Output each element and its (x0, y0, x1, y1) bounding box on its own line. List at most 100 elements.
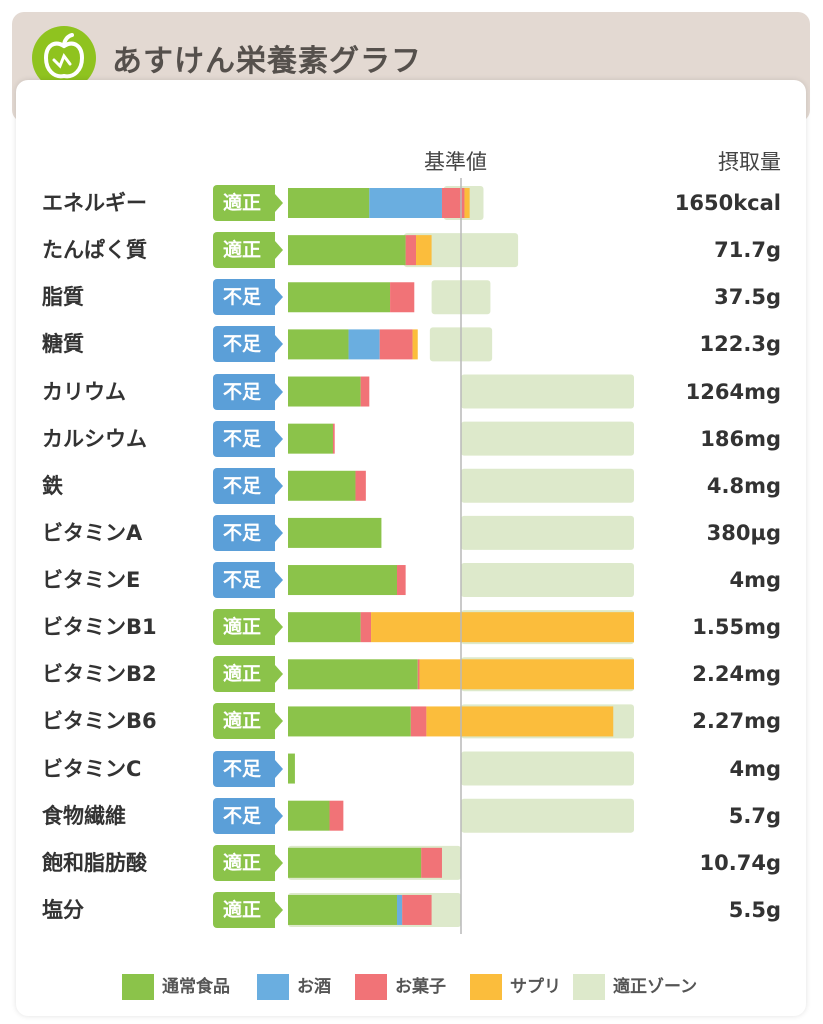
intake-value: 5.5g (728, 897, 781, 922)
zone-bar (461, 468, 634, 503)
intake-value: 4.8mg (706, 473, 781, 498)
bar-segment (288, 329, 349, 360)
status-badge: 不足 (213, 514, 283, 551)
status-badge: 適正 (213, 891, 283, 928)
status-badge: 適正 (213, 232, 283, 269)
bar-segment (288, 706, 411, 737)
intake-value: 1650kcal (674, 191, 781, 215)
status-badge: 適正 (213, 844, 283, 881)
nutrient-label: ビタミンC (42, 756, 142, 781)
bar-segment (464, 188, 470, 218)
legend-label: お菓子 (395, 977, 446, 997)
nutrient-label: ビタミンA (42, 520, 143, 545)
intake-value: 122.3g (699, 332, 781, 357)
badge-arrow (275, 712, 283, 731)
nutrient-label: ビタミンE (42, 568, 141, 593)
badge-arrow (275, 900, 283, 919)
bar-segment (288, 423, 333, 454)
legend-swatch (257, 974, 289, 1000)
bar-segment (419, 659, 634, 690)
zone-bar (461, 421, 634, 456)
nutrient-chart (288, 178, 634, 934)
bar-segment (396, 565, 406, 596)
nutrient-label: ビタミンB2 (42, 662, 157, 687)
status-badge: 不足 (213, 750, 283, 787)
nutrient-label: 飽和脂肪酸 (42, 850, 147, 875)
nutrient-label: 鉄 (42, 473, 63, 498)
status-badge: 不足 (213, 797, 283, 834)
bar-segment (332, 423, 335, 454)
status-badge: 不足 (213, 420, 283, 457)
bar-segment (288, 800, 330, 831)
standard-column-header: 基準値 (424, 150, 487, 174)
status-badge: 不足 (213, 467, 283, 504)
nutrient-label: 脂質 (42, 285, 84, 310)
bar-segment (421, 847, 442, 878)
legend-label: 通常食品 (162, 977, 230, 997)
bar-segment (288, 894, 397, 925)
zone-bar (461, 751, 634, 786)
status-badge: 不足 (213, 562, 283, 599)
intake-value: 5.7g (728, 803, 781, 828)
status-badge: 不足 (213, 279, 283, 316)
badge-arrow (275, 382, 283, 401)
intake-value: 4mg (729, 756, 781, 781)
badge-arrow (275, 429, 283, 448)
bar-segment (288, 612, 361, 643)
bar-segment (288, 753, 295, 784)
bar-segment (441, 188, 465, 218)
badge-arrow (275, 759, 283, 778)
badge-arrow (275, 853, 283, 872)
bar-segment (426, 706, 614, 737)
bar-segment (288, 282, 391, 313)
bar-segment (405, 235, 417, 266)
status-badge: 適正 (213, 703, 283, 740)
intake-value: 71.7g (714, 238, 781, 263)
legend-swatch (355, 974, 387, 1000)
badge-arrow (275, 571, 283, 590)
bar-segment (390, 282, 415, 313)
intake-value: 4mg (729, 568, 781, 593)
bar-segment (416, 235, 432, 266)
nutrient-label: カルシウム (42, 426, 147, 451)
legend-swatch (470, 974, 502, 1000)
bar-segment (379, 329, 413, 360)
zone-bar (461, 563, 634, 598)
intake-value: 1.55mg (692, 615, 781, 640)
status-badge: 適正 (213, 609, 283, 646)
status-badge: 適正 (213, 185, 283, 221)
badge-arrow (275, 241, 283, 260)
status-badge: 不足 (213, 373, 283, 410)
status-badge: 不足 (213, 326, 283, 363)
badge-arrow (275, 618, 283, 637)
bar-segment (348, 329, 380, 360)
status-badge: 適正 (213, 656, 283, 693)
chart-legend: 通常食品 お酒 お菓子 サプリ 適正ゾーン (0, 972, 823, 1002)
bar-segment (288, 376, 361, 407)
intake-value: 37.5g (714, 285, 781, 310)
bar-segment (402, 894, 432, 925)
legend-swatch (573, 974, 605, 1000)
nutrient-label: ビタミンB1 (42, 615, 157, 640)
bar-segment (355, 470, 366, 501)
bar-segment (369, 188, 442, 218)
intake-value: 10.74g (699, 850, 781, 875)
badge-arrow (275, 335, 283, 354)
bar-segment (396, 894, 403, 925)
legend-swatch (122, 974, 154, 1000)
bar-segment (288, 847, 422, 878)
legend-label: サプリ (510, 977, 561, 997)
bar-segment (288, 235, 406, 266)
nutrient-label: たんぱく質 (42, 238, 147, 263)
intake-value: 186mg (700, 426, 781, 451)
nutrient-label: 糖質 (42, 332, 84, 357)
intake-value: 380µg (706, 520, 781, 545)
bar-segment (371, 612, 634, 643)
nutrient-label: ビタミンB6 (42, 709, 157, 734)
bar-segment (288, 188, 370, 218)
intake-column-header: 摂取量 (718, 150, 781, 174)
bar-segment (360, 376, 370, 407)
zone-bar (461, 374, 634, 409)
badge-arrow (275, 523, 283, 542)
bar-segment (329, 800, 344, 831)
